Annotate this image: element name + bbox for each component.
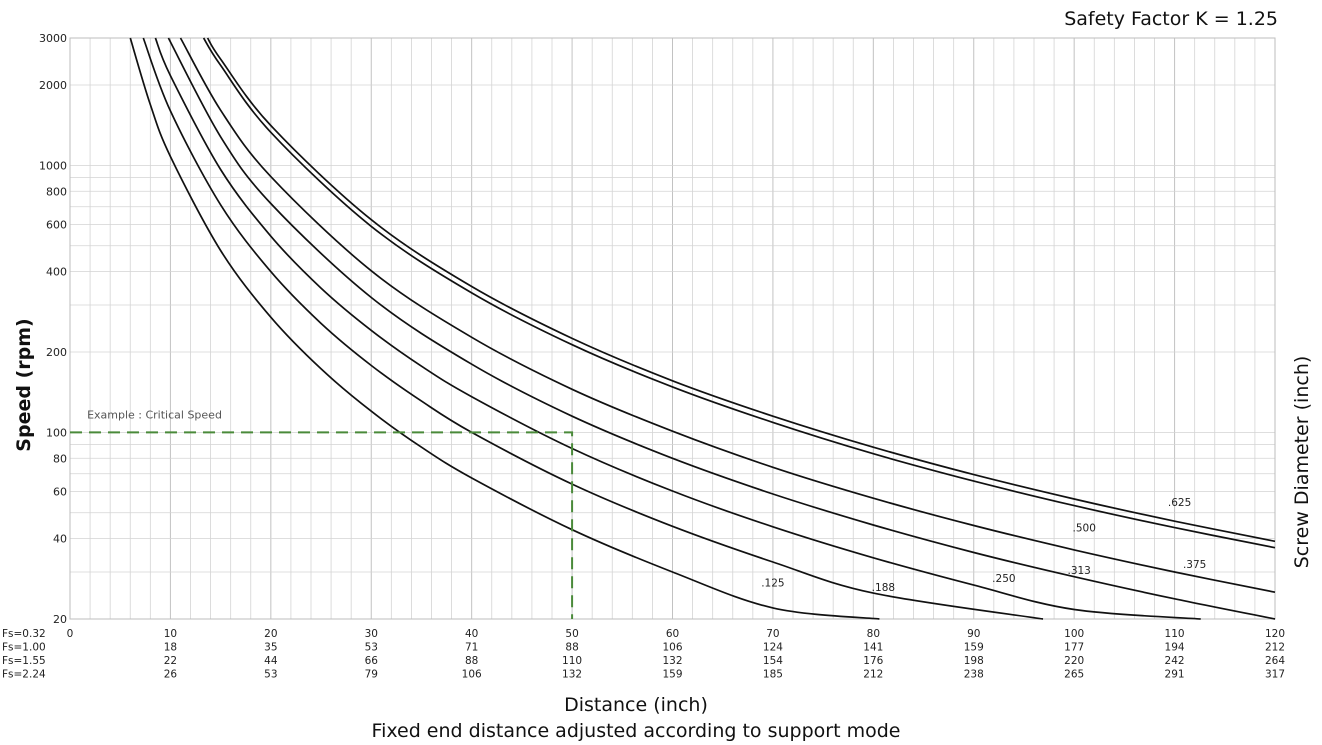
x-tick-label: 141 (863, 642, 883, 654)
curve-d375 (179, 37, 1276, 594)
y-tick-label: 20 (53, 613, 67, 626)
x-tick-label: 60 (666, 628, 679, 640)
x-tick-label: 30 (365, 628, 378, 640)
x-tick-label: 198 (964, 655, 984, 667)
x-tick-label: 242 (1165, 655, 1185, 667)
x-tick-label: 44 (264, 655, 278, 667)
fs-row-label: Fs=1.55 (2, 655, 46, 667)
curve-d188 (142, 37, 1044, 620)
y-tick-label: 3000 (39, 32, 67, 45)
example-dashed-line (70, 431, 574, 619)
diameter-label: .250 (992, 573, 1015, 585)
x-tick-label: 22 (164, 655, 177, 667)
y-tick-label: 2000 (39, 79, 67, 92)
x-tick-label: 159 (964, 642, 984, 654)
y-tick-label: 800 (46, 185, 67, 198)
y-tick-label: 200 (46, 346, 67, 359)
x-tick-label: 265 (1064, 669, 1084, 681)
x-tick-label: 71 (465, 642, 478, 654)
x-tick-label: 18 (164, 642, 177, 654)
curve-d250 (154, 37, 1201, 620)
y-tick-label: 400 (46, 266, 67, 279)
x-tick-label: 120 (1265, 628, 1285, 640)
x-tick-label: 185 (763, 669, 783, 681)
diameter-label: .500 (1073, 523, 1096, 535)
grid (70, 38, 1275, 619)
example-annotation: Example : Critical Speed (87, 408, 222, 421)
y-tick-label: 60 (53, 486, 67, 499)
x-tick-label: 176 (863, 655, 883, 667)
x-tick-label: 106 (462, 669, 482, 681)
chart-headline: Safety Factor K = 1.25 (1064, 8, 1278, 30)
x-tick-label: 53 (264, 669, 277, 681)
x-tick-label: 264 (1265, 655, 1285, 667)
example-guide: Example : Critical Speed (70, 408, 574, 619)
x-tick-label: 53 (365, 642, 378, 654)
x-tick-label: 132 (562, 669, 582, 681)
curve-d313 (167, 37, 1276, 620)
x-tick-label: 80 (867, 628, 880, 640)
y-tick-label: 1000 (39, 159, 67, 172)
x-tick-label: 90 (967, 628, 980, 640)
diameter-label: .188 (872, 582, 895, 594)
y-tick-label: 80 (53, 452, 67, 465)
y2-axis-title: Screw Diameter (inch) (1291, 356, 1313, 569)
diameter-label: .125 (761, 577, 784, 589)
fs-row-label: Fs=1.00 (2, 642, 46, 654)
x-tick-label: 70 (766, 628, 779, 640)
y-tick-labels: 20 40 60 80 100 200 400 600 800 1000 2000 3000 (39, 32, 67, 626)
x-tick-label: 88 (565, 642, 578, 654)
fs-row-label: Fs=0.32 (2, 628, 46, 640)
diameter-labels: .125 .188 .250 .313 .375 .500 .625 (761, 497, 1206, 594)
x-tick-label: 159 (662, 669, 682, 681)
x-tick-label: 35 (264, 642, 277, 654)
curves (129, 37, 1276, 620)
x-tick-label: 106 (662, 642, 682, 654)
diameter-label: .313 (1067, 565, 1090, 577)
x-tick-label: 66 (365, 655, 379, 667)
plot-frame (69, 37, 1276, 620)
y-tick-label: 100 (46, 426, 67, 439)
x-tick-label: 10 (164, 628, 177, 640)
curve-d500 (202, 37, 1276, 549)
x-tick-label: 212 (1265, 642, 1285, 654)
y-tick-label: 40 (53, 533, 67, 546)
chart-subtitle: Fixed end distance adjusted according to… (372, 720, 901, 742)
x-tick-label: 177 (1064, 642, 1084, 654)
x-tick-label: 212 (863, 669, 883, 681)
fs-row-label: Fs=2.24 (2, 669, 46, 681)
x-tick-label: 26 (164, 669, 178, 681)
x-tick-label: 124 (763, 642, 783, 654)
x-axis-title: Distance (inch) (564, 694, 708, 716)
x-tick-label: 100 (1064, 628, 1084, 640)
x-tick-label: 20 (264, 628, 277, 640)
x-tick-label: 194 (1165, 642, 1185, 654)
x-tick-label: 220 (1064, 655, 1084, 667)
diameter-label: .625 (1168, 497, 1191, 509)
x-tick-label: 88 (465, 655, 478, 667)
curve-d625 (206, 37, 1276, 543)
curve-d125 (129, 37, 880, 620)
x-scale-table: Fs=0.32 0 10 20 30 40 50 60 70 80 90 100 110 120 Fs=1.… (2, 628, 1285, 681)
x-tick-label: 0 (67, 628, 74, 640)
x-tick-label: 110 (562, 655, 582, 667)
x-tick-label: 317 (1265, 669, 1285, 681)
x-tick-label: 291 (1165, 669, 1185, 681)
x-tick-label: 50 (565, 628, 578, 640)
x-tick-label: 238 (964, 669, 984, 681)
x-tick-label: 154 (763, 655, 783, 667)
x-tick-label: 40 (465, 628, 478, 640)
diameter-label: .375 (1183, 559, 1206, 571)
x-tick-label: 79 (365, 669, 378, 681)
y-axis-title: Speed (rpm) (13, 318, 35, 451)
x-tick-label: 132 (662, 655, 682, 667)
y-tick-label: 600 (46, 219, 67, 232)
x-tick-label: 110 (1165, 628, 1185, 640)
